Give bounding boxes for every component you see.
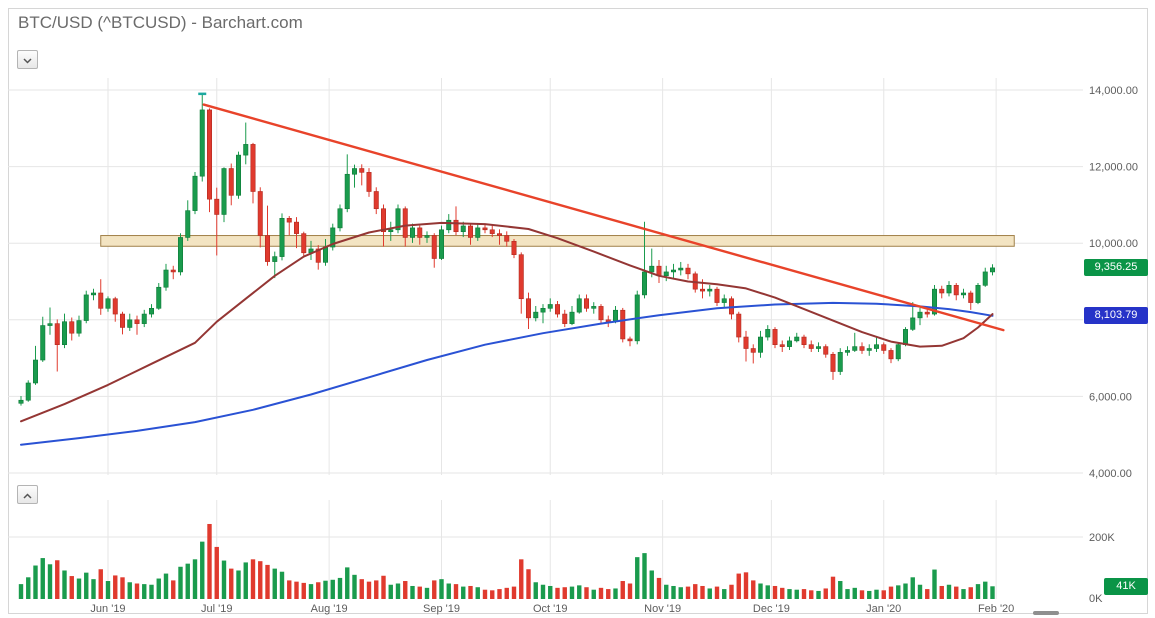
- chevron-down-icon: [23, 52, 32, 67]
- volume-badge: 41K: [1104, 577, 1148, 595]
- chart-title: BTC/USD (^BTCUSD) - Barchart.com: [18, 13, 303, 32]
- month-gridlines: [107, 78, 997, 475]
- volume-series: [18, 523, 995, 599]
- x-axis-label: Sep '19: [423, 603, 460, 615]
- ma-slow-line[interactable]: [20, 301, 994, 446]
- y-axis-label: 4,000.00: [1089, 468, 1132, 480]
- x-axis-label: Jun '19: [90, 603, 125, 615]
- volume-axis-label: 0K: [1089, 593, 1103, 605]
- y-axis-label: 6,000.00: [1089, 391, 1132, 403]
- y-axis-label: 12,000.00: [1089, 162, 1138, 174]
- candles-series: [18, 94, 995, 406]
- x-axis-label: Dec '19: [753, 603, 790, 615]
- x-axis-label: Jan '20: [866, 603, 901, 615]
- downtrend-line[interactable]: [202, 103, 1005, 332]
- x-axis-label: Jul '19: [201, 603, 232, 615]
- peak-marker: [198, 92, 207, 96]
- price-chart[interactable]: 14,000.00 12,000.00 10,000.00 6,000.00 4,000…: [8, 8, 1150, 480]
- x-axis-label: Oct '19: [533, 603, 568, 615]
- chart-menu-button[interactable]: [17, 50, 38, 69]
- y-axis-label: 14,000.00: [1089, 85, 1138, 97]
- last-price-badge: 9,356.25: [1084, 259, 1148, 277]
- resistance-band[interactable]: [100, 235, 1015, 247]
- volume-axis-label: 200K: [1089, 532, 1115, 544]
- x-axis-label: Feb '20: [978, 603, 1014, 615]
- ma-fast-line[interactable]: [20, 221, 994, 423]
- price-gridlines: [8, 89, 1083, 474]
- scrollbar-thumb[interactable]: [1033, 611, 1059, 615]
- y-axis-label: 10,000.00: [1089, 238, 1138, 250]
- x-axis-label: Aug '19: [311, 603, 348, 615]
- volume-collapse-button[interactable]: [17, 485, 38, 504]
- volume-pane[interactable]: 200K 0K Jun '19 Jul '19 Aug '19 Sep '19 Oct '1…: [8, 500, 1150, 618]
- chevron-up-icon: [23, 487, 32, 502]
- volume-month-gridlines: [107, 500, 997, 599]
- x-axis-label: Nov '19: [644, 603, 681, 615]
- ma-price-badge: 8,103.79: [1084, 307, 1148, 325]
